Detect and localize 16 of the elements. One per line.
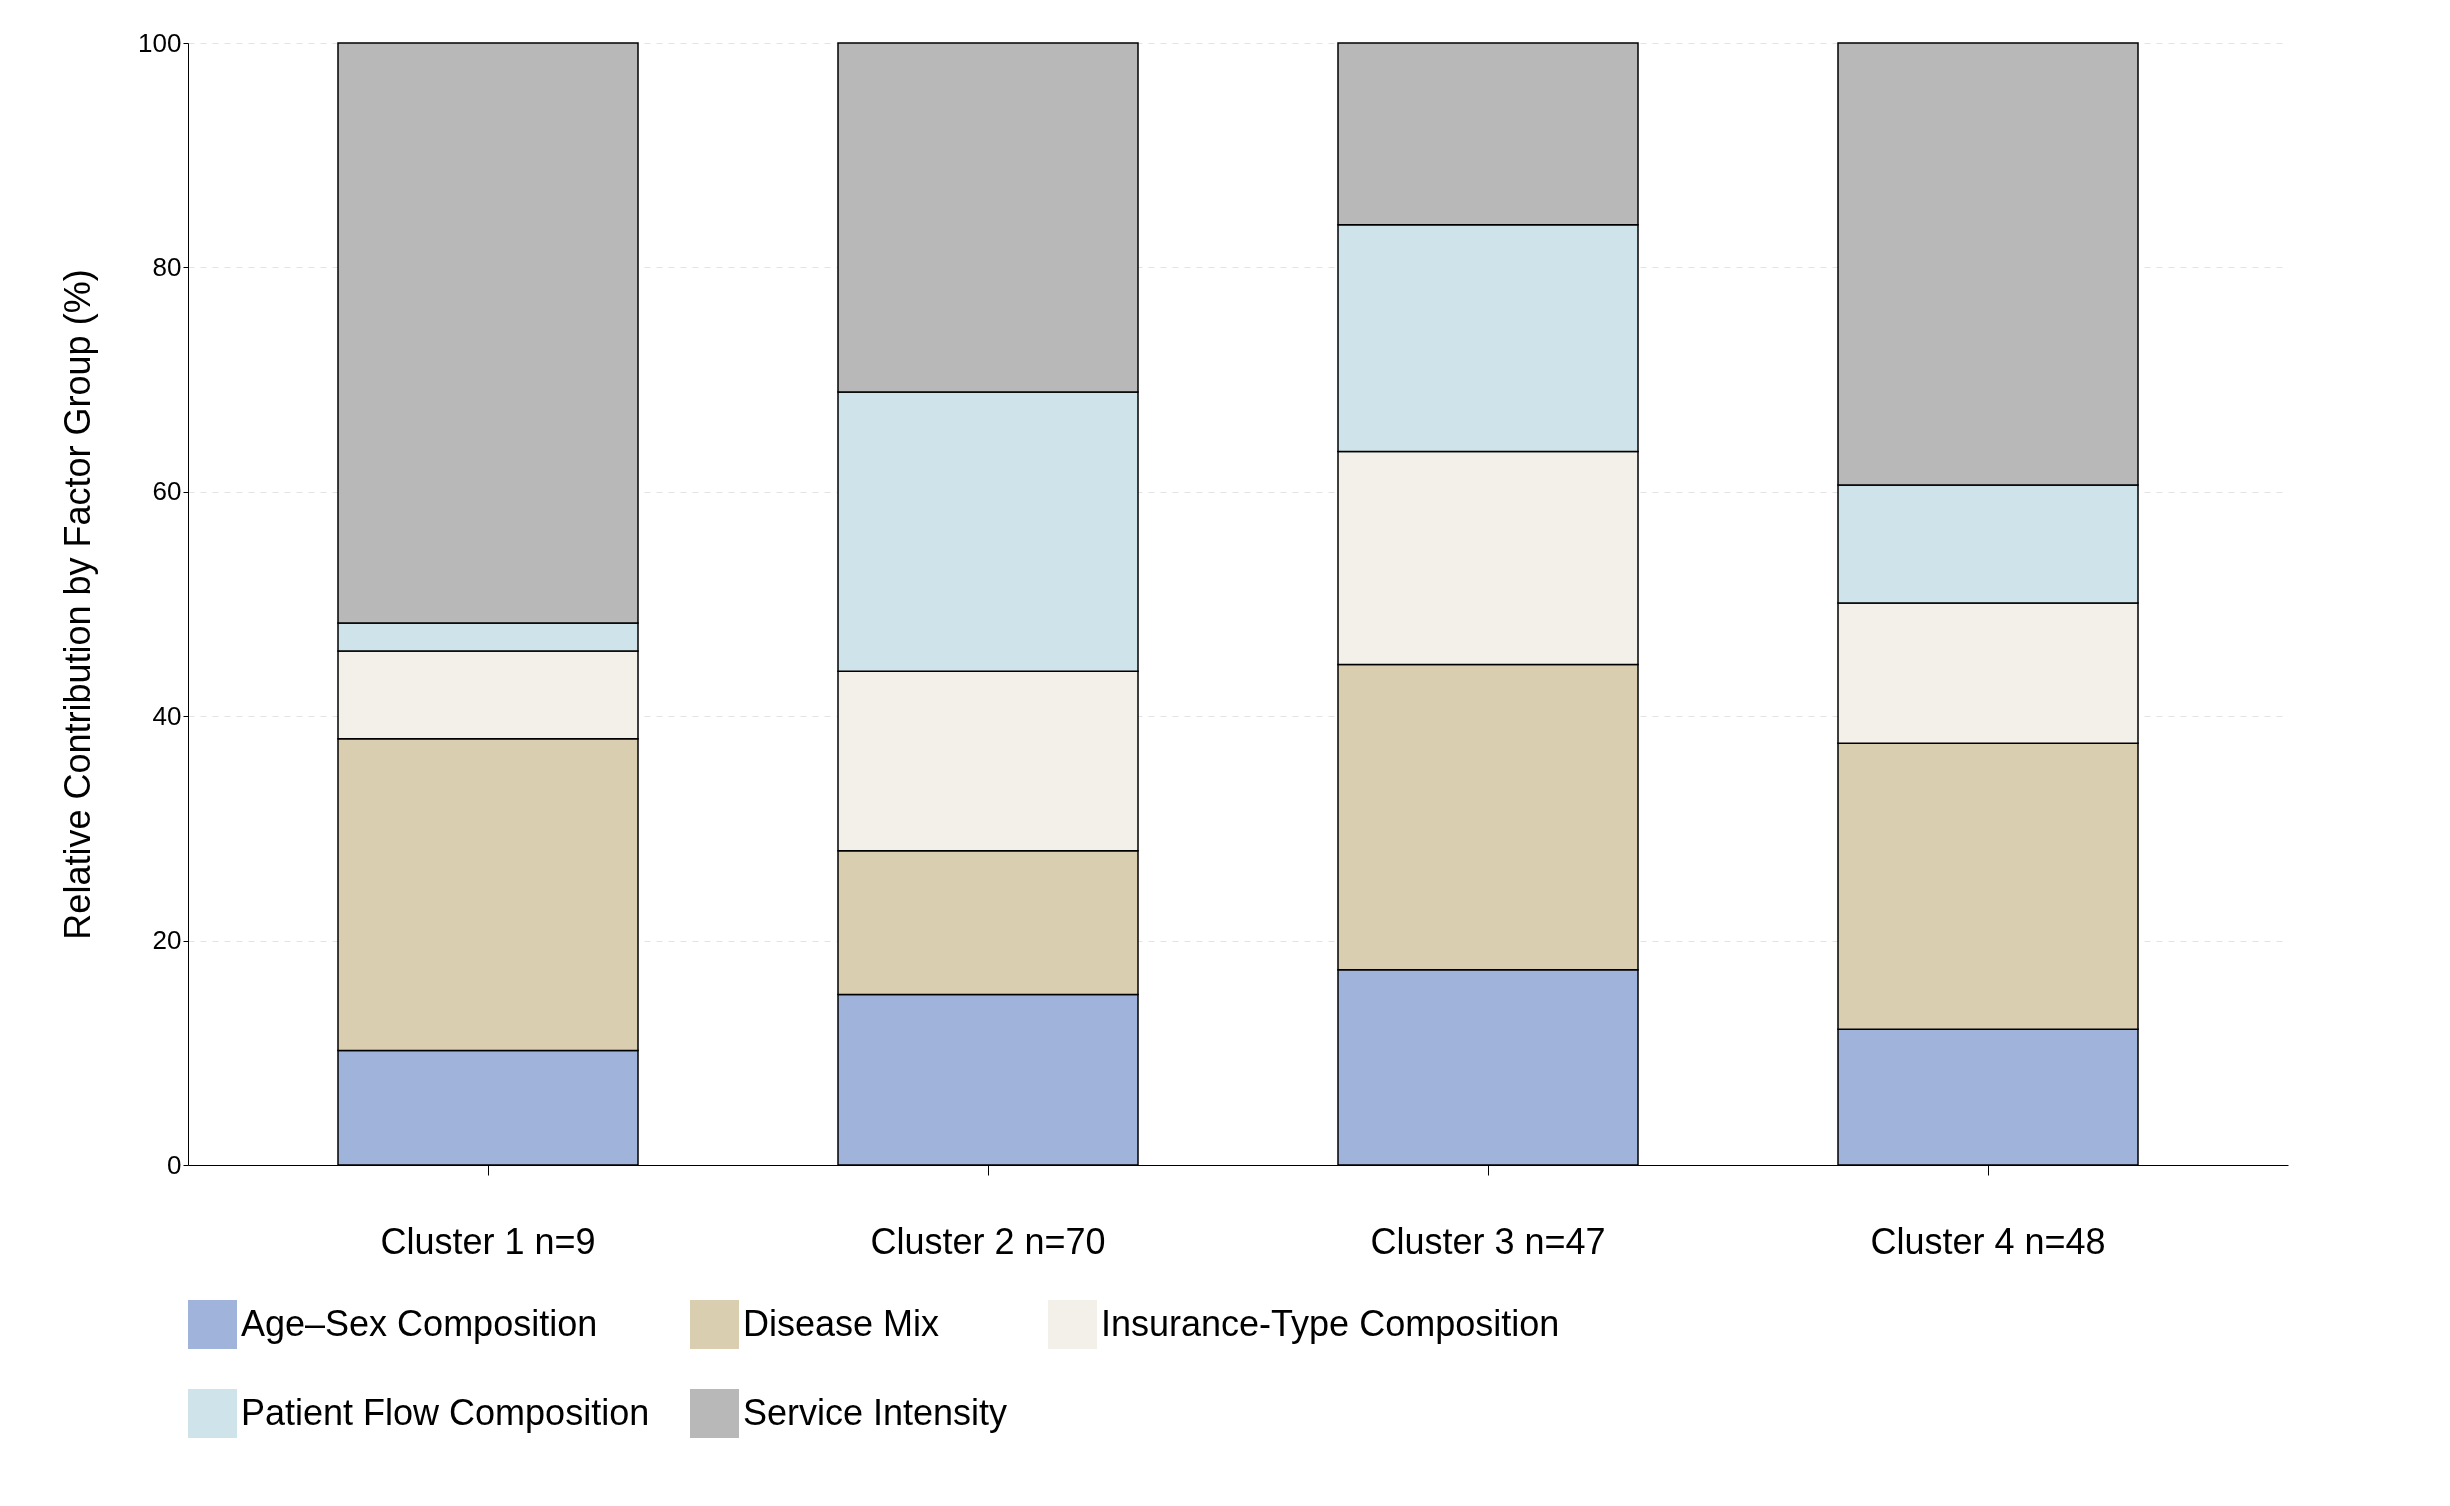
legend-label: Age–Sex Composition [241, 1302, 598, 1344]
x-tick-label: Cluster 1 n=9 [380, 1220, 596, 1262]
y-tick-label: 80 [152, 251, 182, 282]
legend-label: Disease Mix [743, 1302, 940, 1344]
y-axis-title: Relative Contribution by Factor Group (%) [57, 269, 99, 940]
legend-label: Patient Flow Composition [241, 1391, 650, 1433]
x-tick-label: Cluster 2 n=70 [870, 1220, 1106, 1262]
y-tick-label: 40 [152, 700, 182, 731]
y-tick-label: 0 [167, 1149, 182, 1180]
x-tick-label: Cluster 3 n=47 [1370, 1220, 1606, 1262]
x-tick-label: Cluster 4 n=48 [1870, 1220, 2106, 1262]
legend-label: Insurance-Type Composition [1101, 1302, 1560, 1344]
y-tick-label: 20 [152, 925, 182, 956]
y-tick-label: 100 [138, 27, 182, 58]
legend-label: Service Intensity [743, 1391, 1008, 1433]
y-tick-label: 60 [152, 476, 182, 507]
